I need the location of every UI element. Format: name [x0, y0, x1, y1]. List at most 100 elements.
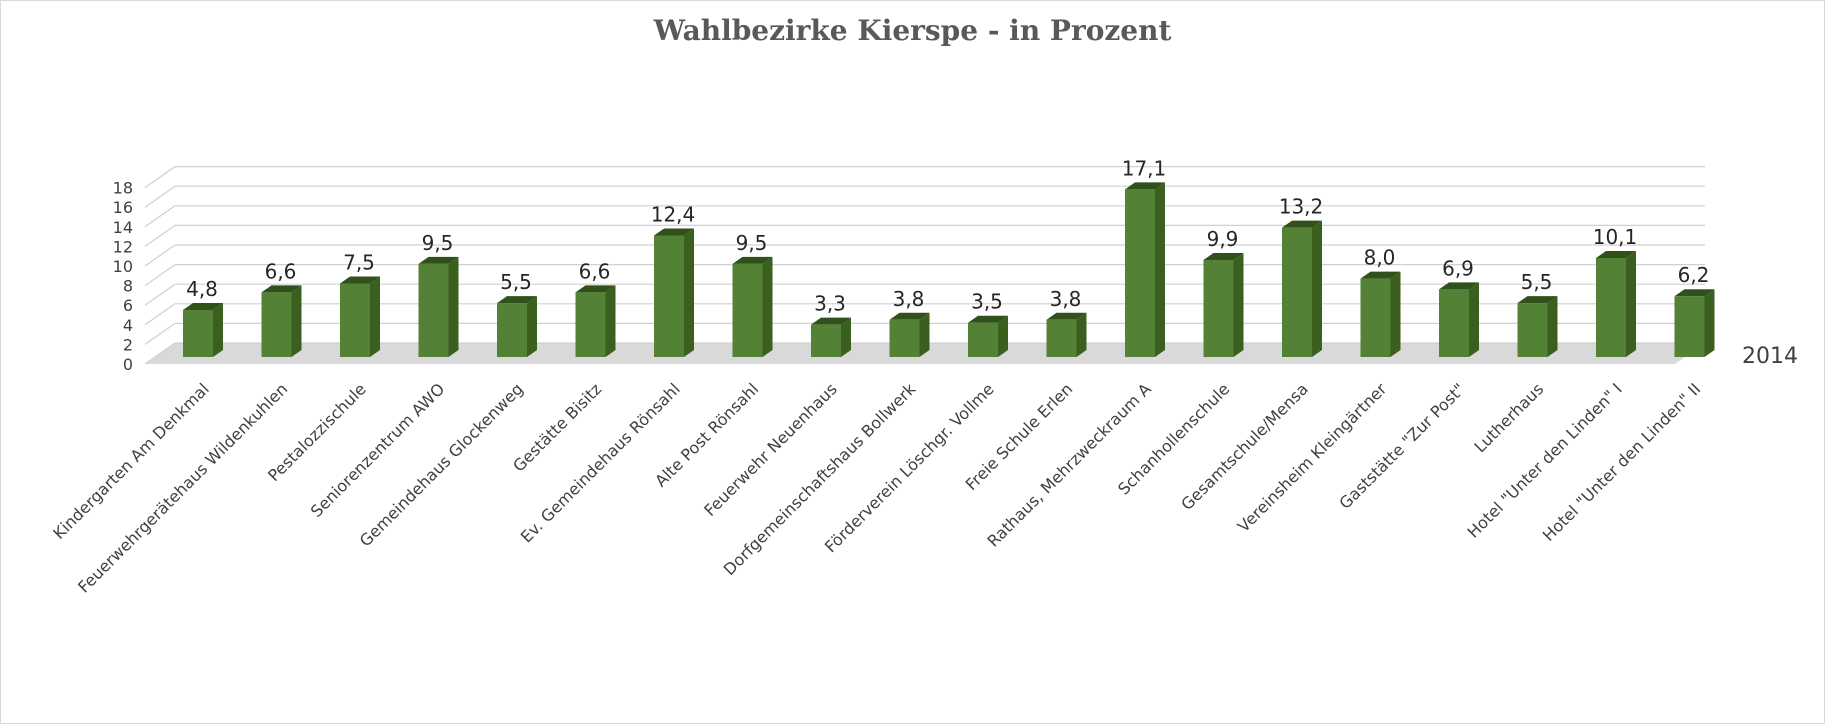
data-label: 4,8: [186, 277, 218, 301]
gridline-side: [144, 166, 176, 189]
data-label: 13,2: [1279, 195, 1324, 219]
data-label: 5,5: [1521, 270, 1553, 294]
bar-side: [605, 285, 616, 357]
y-tick-label: 2: [123, 335, 133, 354]
bar-side: [1312, 220, 1322, 357]
category-label: Gesamtschule/Mensa: [1177, 379, 1312, 514]
category-label: Vereinsheim Kleingärtner: [1234, 379, 1391, 536]
y-tick-label: 4: [123, 316, 133, 335]
y-tick-label: 8: [123, 277, 133, 296]
bar-top: [1125, 182, 1165, 190]
bar: [340, 283, 370, 357]
data-label: 9,5: [422, 231, 454, 255]
bar-side: [841, 317, 851, 357]
bar-top: [732, 256, 773, 264]
data-label: 3,8: [1050, 287, 1082, 311]
bar-top: [654, 228, 694, 236]
bar-side: [1704, 289, 1715, 357]
bar-top: [418, 256, 459, 264]
gridline-side: [144, 342, 176, 365]
bar: [261, 292, 292, 357]
bar-top: [340, 276, 380, 284]
data-label: 9,9: [1207, 227, 1239, 251]
category-label: Kindergarten Am Denkmal: [49, 379, 213, 543]
bar-top: [1282, 220, 1322, 228]
data-label: 10,1: [1593, 225, 1638, 249]
bar-side: [291, 285, 302, 357]
bar-side: [1390, 271, 1401, 357]
bar: [1203, 259, 1234, 357]
data-label: 6,2: [1678, 263, 1710, 287]
gridline-side: [144, 185, 176, 208]
y-tick-label: 10: [113, 257, 133, 276]
bar-side: [684, 228, 694, 357]
data-label: 12,4: [651, 202, 696, 226]
y-tick-label: 12: [113, 237, 133, 256]
bar-top: [889, 312, 930, 320]
y-tick-label: 14: [113, 218, 133, 237]
bar-side: [1626, 251, 1636, 357]
category-label: Lutherhaus: [1470, 379, 1547, 456]
data-label: 3,8: [893, 287, 925, 311]
bar: [497, 303, 527, 357]
bar: [1439, 289, 1469, 357]
bar: [418, 263, 449, 357]
category-label: Gemeindehaus Glockenweg: [356, 379, 527, 550]
gridline-side: [144, 264, 176, 287]
bar-side: [213, 302, 223, 357]
bar: [1517, 303, 1548, 357]
bar-top: [261, 285, 302, 293]
bar-side: [448, 256, 459, 357]
gridline-side: [144, 322, 176, 345]
data-label: 6,6: [265, 259, 297, 283]
bar: [811, 324, 841, 357]
data-label: 6,6: [579, 259, 611, 283]
bar-side: [1155, 182, 1165, 357]
gridline-side: [144, 224, 176, 247]
chart-title: Wahlbezirke Kierspe - in Prozent: [653, 14, 1172, 47]
bar: [1674, 296, 1705, 357]
y-tick-label: 0: [123, 355, 133, 374]
category-label: Hotel "Unter den Linden" II: [1539, 379, 1705, 545]
data-label: 9,5: [736, 231, 768, 255]
bar-top: [811, 317, 851, 325]
category-label: Ev. Gemeindehaus Rönsahl: [517, 379, 684, 546]
bar-top: [1046, 312, 1087, 320]
bar-top: [497, 296, 537, 304]
bar-side: [919, 312, 930, 357]
bar-top: [1674, 289, 1715, 297]
data-label: 17,1: [1122, 156, 1167, 180]
bar-side: [1469, 282, 1479, 357]
y-tick-label: 18: [113, 179, 133, 198]
category-label: Feuerwehr Neuenhaus: [700, 379, 841, 520]
bar-top: [1360, 271, 1401, 279]
gridline-side: [144, 244, 176, 267]
bar-side: [998, 315, 1008, 357]
data-label: 7,5: [343, 251, 375, 275]
bar-side: [527, 296, 537, 357]
bar-top: [1596, 251, 1636, 259]
category-label: Gaststätte "Zur Post": [1335, 379, 1468, 512]
bar-side: [762, 256, 773, 357]
bar: [1360, 278, 1391, 357]
category-label: Seniorenzentrum AWO: [307, 379, 449, 521]
data-label: 5,5: [500, 270, 532, 294]
bar-top: [1203, 252, 1244, 260]
data-label: 8,0: [1364, 246, 1396, 270]
category-label: Förderverein Löschgr. Vollme: [821, 379, 998, 556]
category-label: Hotel "Unter den Linden" I: [1464, 379, 1626, 541]
gridline-side: [144, 205, 176, 228]
bar-top: [1517, 296, 1558, 304]
bar-side: [1076, 312, 1087, 357]
bar-side: [1547, 296, 1558, 357]
data-label: 3,5: [971, 290, 1003, 314]
bar: [1596, 258, 1626, 357]
series-label: 2014: [1742, 344, 1798, 369]
bar: [654, 235, 684, 357]
bar: [575, 292, 606, 357]
bar-side: [1233, 252, 1244, 357]
bar-top: [575, 285, 616, 293]
bar: [1046, 319, 1077, 357]
bar-side: [370, 276, 380, 357]
